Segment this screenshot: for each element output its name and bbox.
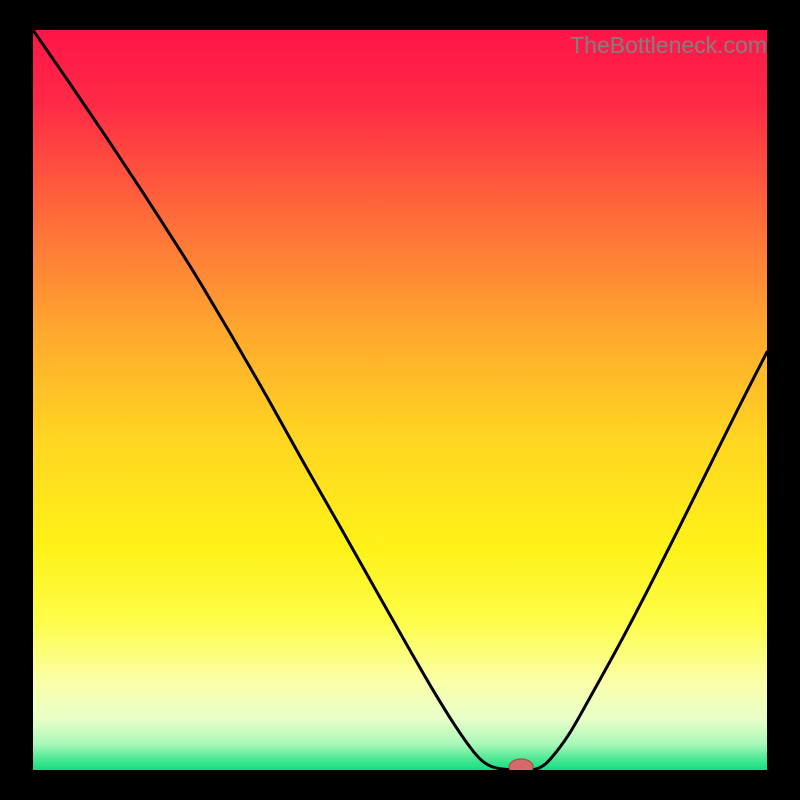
curve-layer: [33, 30, 767, 770]
bottleneck-curve: [33, 30, 767, 770]
watermark-text: TheBottleneck.com: [570, 32, 767, 59]
minimum-marker: [509, 759, 533, 770]
plot-area: TheBottleneck.com: [33, 30, 767, 770]
chart-frame: TheBottleneck.com: [0, 0, 800, 800]
